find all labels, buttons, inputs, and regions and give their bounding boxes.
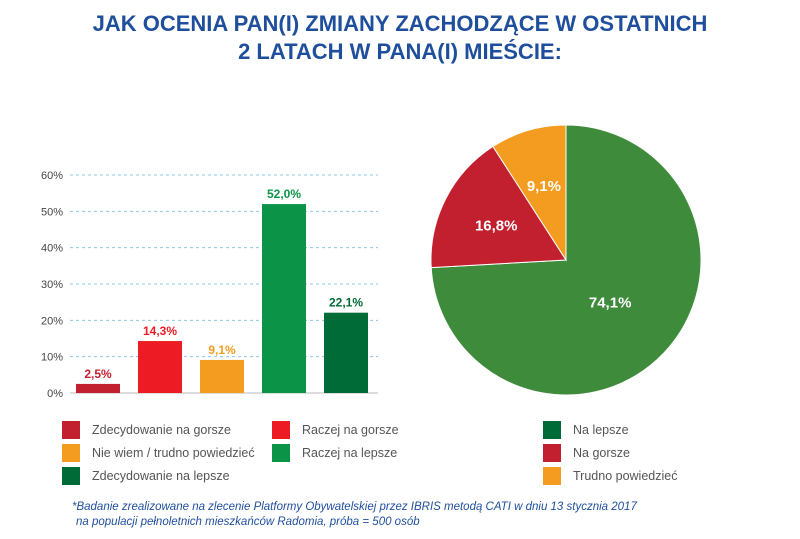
- legend-label: Trudno powiedzieć: [573, 469, 678, 483]
- data-label: 9,1%: [208, 343, 236, 357]
- legend-swatch: [543, 421, 561, 439]
- y-tick-label: 50%: [41, 206, 63, 218]
- bar: [138, 341, 182, 393]
- legend-swatch: [62, 421, 80, 439]
- y-tick-label: 0%: [47, 388, 63, 400]
- y-tick-label: 30%: [41, 279, 63, 291]
- y-tick-label: 20%: [41, 315, 63, 327]
- legend-swatch: [543, 467, 561, 485]
- legend-swatch: [62, 444, 80, 462]
- y-tick-label: 10%: [41, 352, 63, 364]
- data-label: 22,1%: [329, 296, 363, 310]
- bar: [76, 383, 120, 393]
- bar: [324, 312, 368, 393]
- bar-chart: 0% 10% 20% 30% 40% 50% 60% 2,5% 14,3% 9,1% 52,0% 22…: [41, 170, 378, 400]
- chart-title-line-1: JAK OCENIA PAN(I) ZMIANY ZACHODZĄCE W OS…: [92, 11, 708, 36]
- footnote-line-2: na populacji pełnoletnich mieszkańców Ra…: [76, 516, 420, 528]
- legend-swatch: [272, 444, 290, 462]
- data-label: 52,0%: [267, 187, 301, 201]
- legend-item: Na gorsze: [543, 444, 630, 462]
- legend-item: Nie wiem / trudno powiedzieć: [62, 444, 255, 462]
- legend-swatch: [272, 421, 290, 439]
- legend-label: Zdecydowanie na lepsze: [92, 469, 230, 483]
- data-label: 2,5%: [84, 367, 112, 381]
- y-tick-label: 40%: [41, 243, 63, 255]
- legend-item: Zdecydowanie na gorsze: [62, 421, 231, 439]
- legend-item: Na lepsze: [543, 421, 629, 439]
- chart-title-line-2: 2 LATACH W PANA(I) MIEŚCIE:: [238, 39, 562, 64]
- legend-label: Raczej na lepsze: [302, 446, 398, 460]
- chart-title: JAK OCENIA PAN(I) ZMIANY ZACHODZĄCE W OS…: [0, 10, 800, 66]
- bar: [200, 359, 244, 393]
- legend-label: Raczej na gorsze: [302, 423, 399, 437]
- legend-swatch: [62, 467, 80, 485]
- legend-item: Zdecydowanie na lepsze: [62, 467, 230, 485]
- legend-label: Na gorsze: [573, 446, 630, 460]
- bar: [262, 204, 306, 393]
- legend-label: Na lepsze: [573, 423, 629, 437]
- legend-item: Trudno powiedzieć: [543, 467, 677, 485]
- data-label: 14,3%: [143, 324, 177, 338]
- legend-item: Raczej na gorsze: [272, 421, 399, 439]
- legend-swatch: [543, 444, 561, 462]
- legend-item: Raczej na lepsze: [272, 444, 397, 462]
- legend-label: Zdecydowanie na gorsze: [92, 423, 231, 437]
- y-tick-label: 60%: [41, 170, 63, 182]
- legend-label: Nie wiem / trudno powiedzieć: [92, 446, 255, 460]
- footnote: *Badanie zrealizowane na zlecenie Platfo…: [72, 500, 637, 530]
- footnote-line-1: *Badanie zrealizowane na zlecenie Platfo…: [72, 501, 637, 513]
